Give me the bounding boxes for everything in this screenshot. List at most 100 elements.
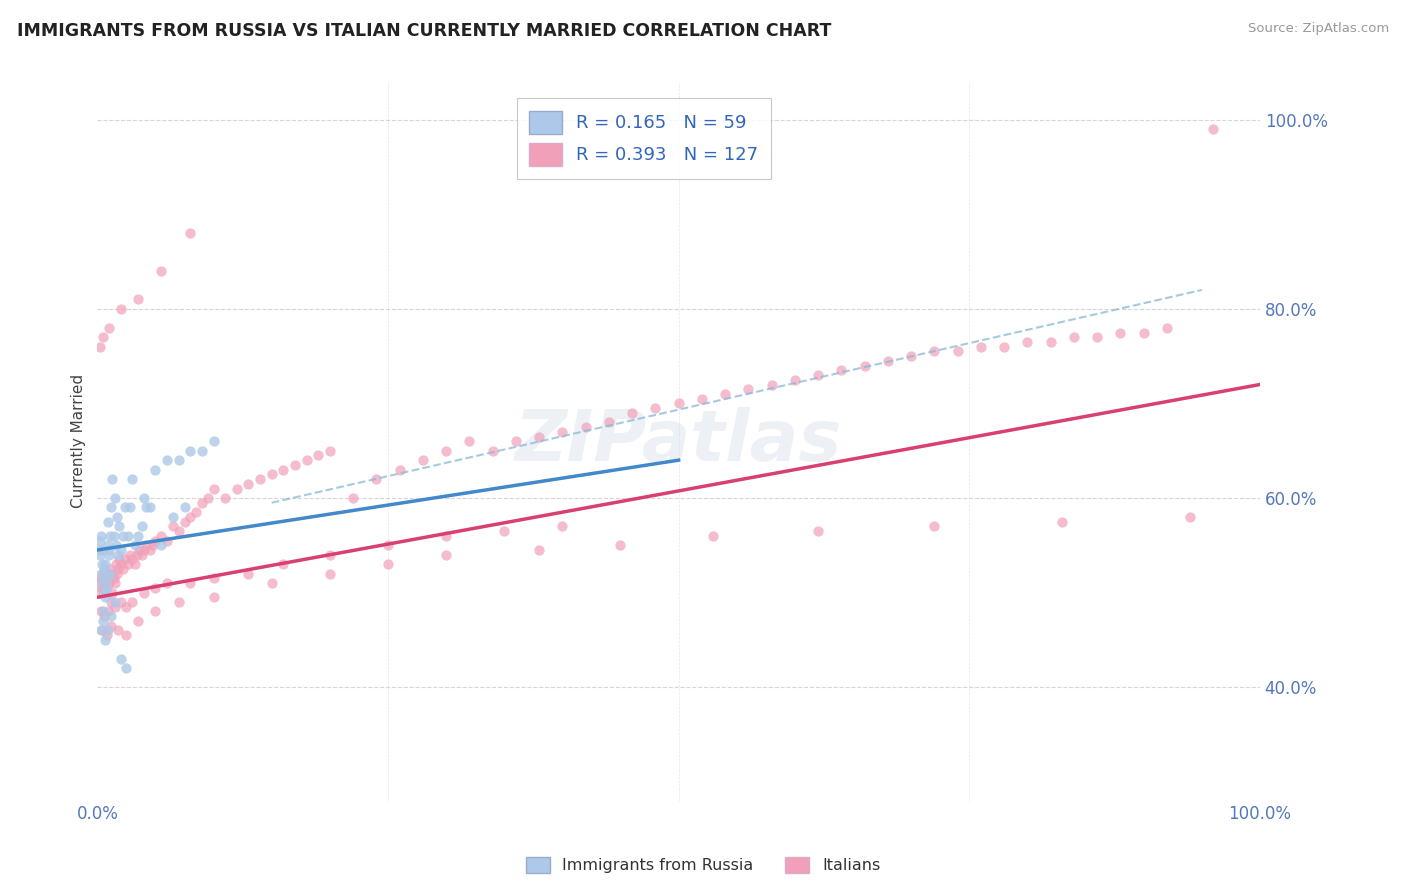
Point bbox=[260, 576, 283, 591]
Point bbox=[481, 443, 503, 458]
Point bbox=[111, 529, 134, 543]
Point bbox=[93, 562, 115, 576]
Point bbox=[621, 406, 644, 420]
Legend: R = 0.165   N = 59, R = 0.393   N = 127: R = 0.165 N = 59, R = 0.393 N = 127 bbox=[516, 98, 770, 178]
Point bbox=[900, 349, 922, 363]
Point bbox=[156, 533, 179, 548]
Point bbox=[91, 605, 114, 619]
Point bbox=[946, 344, 969, 359]
Point bbox=[434, 548, 457, 562]
Point bbox=[145, 462, 167, 476]
Point bbox=[761, 377, 783, 392]
Point bbox=[90, 605, 112, 619]
Point bbox=[87, 576, 110, 591]
Point bbox=[96, 581, 118, 595]
Point bbox=[128, 543, 150, 558]
Point bbox=[96, 571, 118, 585]
Point bbox=[89, 533, 111, 548]
Point bbox=[98, 529, 121, 543]
Point bbox=[202, 482, 225, 496]
Point bbox=[505, 434, 527, 449]
Point bbox=[167, 453, 190, 467]
Point bbox=[91, 624, 114, 638]
Point bbox=[90, 624, 112, 638]
Point bbox=[150, 264, 173, 278]
Point bbox=[107, 624, 129, 638]
Point bbox=[115, 628, 138, 642]
Point bbox=[142, 538, 165, 552]
Point bbox=[319, 443, 342, 458]
Point bbox=[115, 661, 138, 675]
Point bbox=[114, 500, 136, 515]
Point bbox=[89, 585, 111, 599]
Point bbox=[644, 401, 666, 416]
Point bbox=[101, 585, 124, 599]
Point bbox=[714, 387, 737, 401]
Point bbox=[103, 529, 125, 543]
Point bbox=[342, 491, 364, 505]
Point bbox=[179, 443, 201, 458]
Point bbox=[91, 330, 114, 344]
Point bbox=[807, 524, 830, 538]
Point bbox=[668, 396, 690, 410]
Point bbox=[138, 543, 160, 558]
Point bbox=[690, 392, 713, 406]
Point bbox=[238, 566, 260, 581]
Point bbox=[98, 320, 121, 334]
Point bbox=[1156, 320, 1178, 334]
Point bbox=[876, 354, 898, 368]
Point bbox=[104, 558, 127, 572]
Point bbox=[830, 363, 852, 377]
Point bbox=[214, 491, 236, 505]
Point bbox=[90, 566, 112, 581]
Point bbox=[108, 519, 131, 533]
Point bbox=[970, 340, 993, 354]
Point bbox=[150, 529, 173, 543]
Point bbox=[135, 500, 157, 515]
Point bbox=[100, 609, 122, 624]
Point bbox=[273, 558, 295, 572]
Point bbox=[107, 548, 129, 562]
Point bbox=[104, 576, 127, 591]
Point bbox=[127, 529, 149, 543]
Point bbox=[145, 605, 167, 619]
Point bbox=[179, 226, 201, 240]
Point bbox=[114, 552, 136, 566]
Point bbox=[127, 293, 149, 307]
Point bbox=[191, 496, 214, 510]
Point bbox=[97, 624, 120, 638]
Point bbox=[98, 562, 121, 576]
Point bbox=[783, 373, 806, 387]
Point bbox=[98, 548, 121, 562]
Point bbox=[132, 543, 155, 558]
Point bbox=[173, 515, 195, 529]
Point bbox=[249, 472, 271, 486]
Point bbox=[273, 462, 295, 476]
Point bbox=[121, 472, 143, 486]
Point bbox=[124, 558, 146, 572]
Point bbox=[108, 552, 131, 566]
Point bbox=[202, 571, 225, 585]
Point bbox=[111, 562, 134, 576]
Point bbox=[132, 491, 155, 505]
Point bbox=[98, 576, 121, 591]
Point bbox=[121, 595, 143, 609]
Point bbox=[110, 301, 132, 316]
Point bbox=[100, 618, 122, 632]
Point bbox=[737, 382, 759, 396]
Point bbox=[202, 591, 225, 605]
Point bbox=[853, 359, 876, 373]
Point bbox=[131, 548, 153, 562]
Text: IMMIGRANTS FROM RUSSIA VS ITALIAN CURRENTLY MARRIED CORRELATION CHART: IMMIGRANTS FROM RUSSIA VS ITALIAN CURREN… bbox=[17, 22, 831, 40]
Point bbox=[90, 571, 112, 585]
Point bbox=[110, 652, 132, 666]
Point bbox=[1109, 326, 1132, 340]
Point bbox=[115, 599, 138, 614]
Point bbox=[93, 609, 115, 624]
Point bbox=[91, 543, 114, 558]
Point bbox=[91, 614, 114, 628]
Point bbox=[284, 458, 307, 472]
Point bbox=[924, 519, 946, 533]
Point bbox=[186, 505, 208, 519]
Point bbox=[527, 543, 550, 558]
